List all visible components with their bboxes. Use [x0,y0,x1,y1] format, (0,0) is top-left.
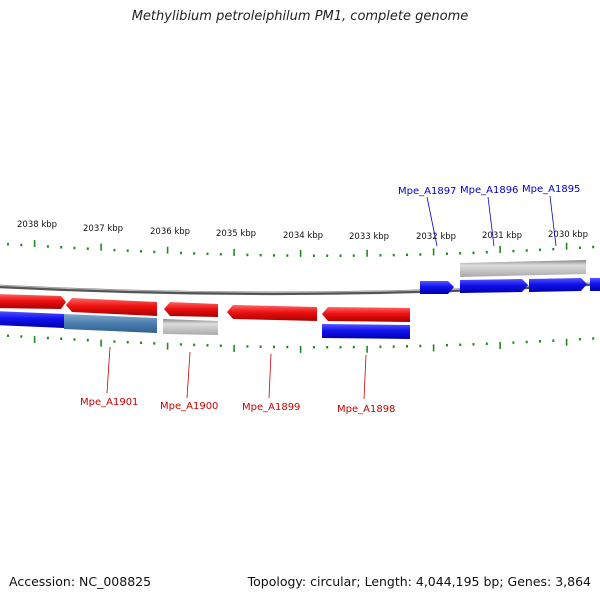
leader-line-a1899 [268,353,272,399]
gene-label-mpe-a1901[interactable]: Mpe_A1901 [80,397,138,408]
upper-tick-track [7,239,595,257]
gene-mpe-a1896-arrow[interactable] [460,279,528,293]
gene-label-mpe-a1895[interactable]: Mpe_A1895 [522,184,580,195]
ruler-label-2038: 2038 kbp [17,220,57,230]
reverse-gene-track [420,278,600,294]
gene-mpe-a1902-lower[interactable] [0,311,64,328]
ruler-label-2035: 2035 kbp [216,229,256,239]
gene-upper-gray-bar[interactable] [460,260,586,277]
bottom-gene-labels: Mpe_A1901 Mpe_A1900 Mpe_A1899 Mpe_A1898 [80,346,395,415]
gene-mpe-a1899-arrow[interactable] [227,305,317,321]
ruler-label-2030: 2030 kbp [548,230,588,240]
gene-mpe-a1895-arrow[interactable] [529,278,587,292]
gene-mpe-a1901-arrow[interactable] [66,298,157,316]
gene-label-mpe-a1899[interactable]: Mpe_A1899 [242,402,300,413]
ruler-label-2033: 2033 kbp [349,232,389,242]
lower-gene-track [0,311,410,339]
ruler-label-2034: 2034 kbp [283,231,323,241]
genome-summary-text: Topology: circular; Length: 4,044,195 bp… [247,574,591,589]
gene-mpe-a1902-arrow[interactable] [0,294,66,309]
leader-line-a1895 [549,195,557,247]
ruler-labels: 2038 kbp 2037 kbp 2036 kbp 2035 kbp 2034… [17,220,588,242]
forward-gene-track [0,294,410,322]
gene-label-mpe-a1896[interactable]: Mpe_A1896 [460,185,518,196]
gene-edge-arrow[interactable] [590,278,600,291]
gene-mpe-a1901-lower[interactable] [64,314,157,333]
leader-line-a1901 [106,346,111,394]
genome-title: Methylibium petroleiphilum PM1, complete… [131,9,469,24]
ruler-label-2032: 2032 kbp [416,232,456,242]
gene-mpe-a1898-lower[interactable] [322,324,410,339]
gene-label-mpe-a1897[interactable]: Mpe_A1897 [398,186,456,197]
ruler-label-2036: 2036 kbp [150,227,190,237]
gene-label-mpe-a1900[interactable]: Mpe_A1900 [160,401,218,412]
gene-mpe-a1898-arrow[interactable] [322,307,410,322]
accession-text: Accession: NC_008825 [9,574,152,589]
leader-line-a1900 [186,351,191,399]
gene-mpe-a1897-arrow[interactable] [420,281,454,294]
gene-mpe-a1900-lower[interactable] [163,319,218,335]
leader-line-a1896 [487,196,495,247]
leader-line-a1898 [363,354,367,400]
ruler-label-2031: 2031 kbp [482,231,522,241]
top-gene-labels: Mpe_A1897 Mpe_A1896 Mpe_A1895 [398,184,580,247]
gene-mpe-a1900-arrow[interactable] [164,302,218,317]
ruler-label-2037: 2037 kbp [83,224,123,234]
gene-label-mpe-a1898[interactable]: Mpe_A1898 [337,404,395,415]
lower-tick-track [7,334,595,353]
leader-line-a1897 [426,196,438,247]
